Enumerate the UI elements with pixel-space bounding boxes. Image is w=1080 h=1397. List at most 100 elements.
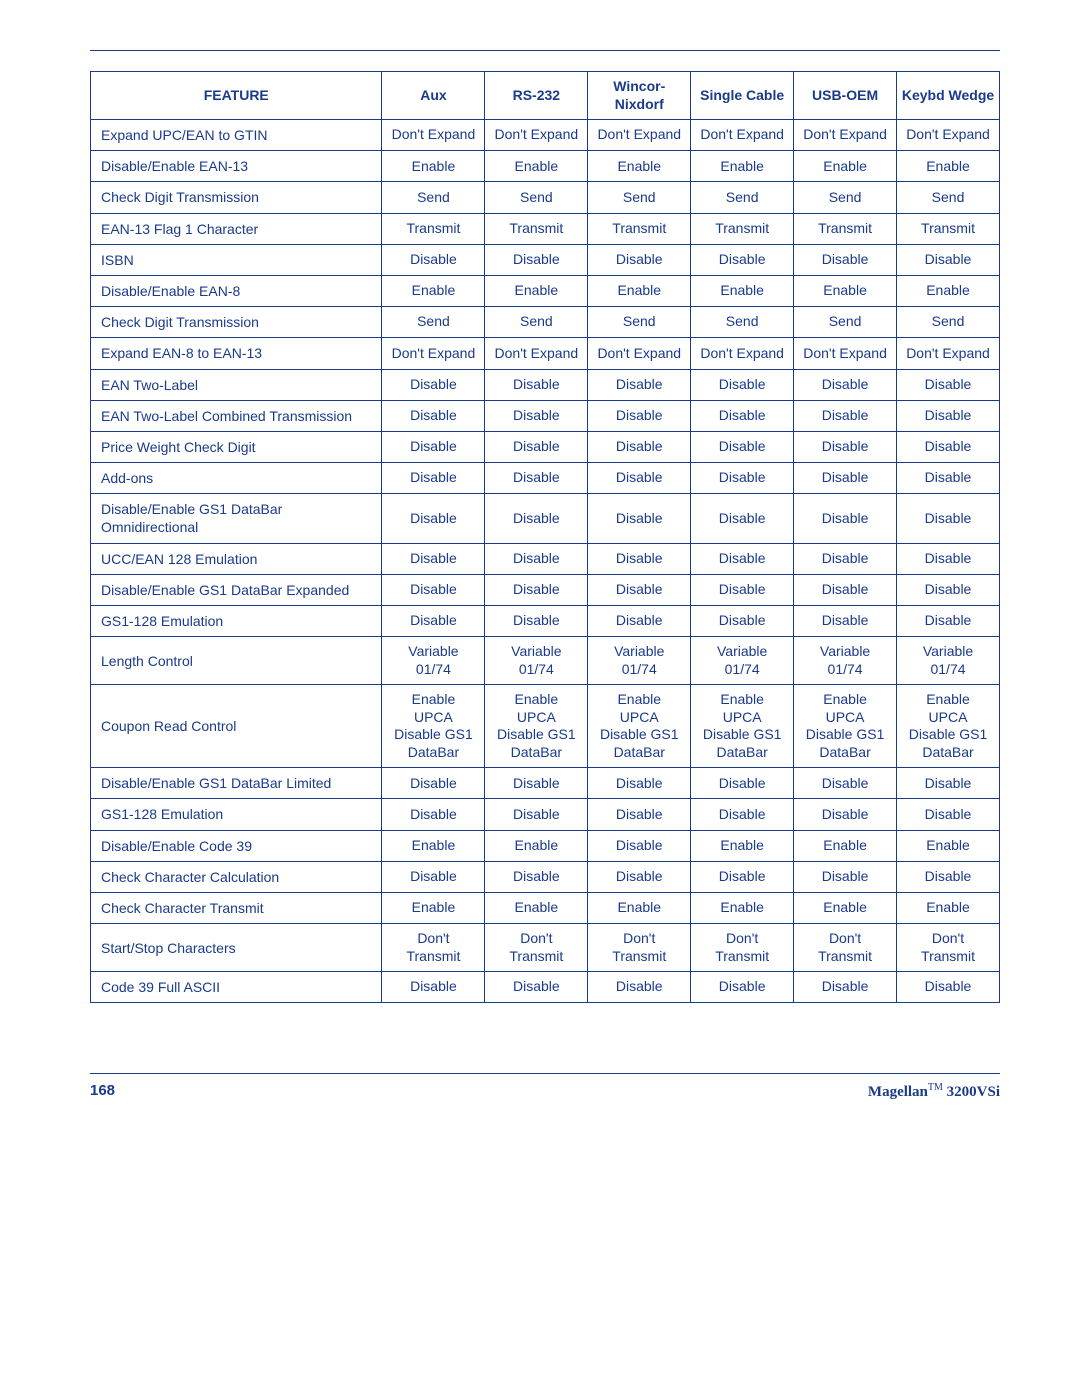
value-cell: Transmit [691, 213, 794, 244]
value-cell: Don't Expand [794, 338, 897, 369]
value-cell: Don't Transmit [794, 924, 897, 972]
value-cell: Disable [897, 431, 1000, 462]
feature-cell: Check Character Transmit [91, 892, 382, 923]
table-row: Disable/Enable EAN-8EnableEnableEnableEn… [91, 275, 1000, 306]
value-cell: Disable [485, 244, 588, 275]
value-cell: Disable [794, 400, 897, 431]
value-cell: Transmit [588, 213, 691, 244]
value-cell: Disable [588, 768, 691, 799]
value-cell: Disable [897, 244, 1000, 275]
table-row: Check Character CalculationDisableDisabl… [91, 861, 1000, 892]
feature-cell: Price Weight Check Digit [91, 431, 382, 462]
value-cell: Disable [897, 606, 1000, 637]
value-cell: Enable [691, 151, 794, 182]
value-cell: Don't Transmit [382, 924, 485, 972]
value-cell: Enable [691, 275, 794, 306]
value-cell: Send [691, 307, 794, 338]
feature-cell: Expand EAN-8 to EAN-13 [91, 338, 382, 369]
feature-cell: Code 39 Full ASCII [91, 972, 382, 1003]
table-row: Start/Stop CharactersDon't TransmitDon't… [91, 924, 1000, 972]
value-cell: Disable [485, 494, 588, 543]
table-row: EAN Two-Label Combined TransmissionDisab… [91, 400, 1000, 431]
value-cell: Disable [588, 830, 691, 861]
feature-cell: GS1-128 Emulation [91, 799, 382, 830]
value-cell: Disable [691, 369, 794, 400]
feature-cell: EAN Two-Label [91, 369, 382, 400]
value-cell: Send [897, 307, 1000, 338]
feature-cell: Length Control [91, 637, 382, 685]
value-cell: Enable [691, 892, 794, 923]
table-row: Length ControlVariable 01/74Variable 01/… [91, 637, 1000, 685]
value-cell: Don't Expand [897, 120, 1000, 151]
table-row: Disable/Enable GS1 DataBar ExpandedDisab… [91, 574, 1000, 605]
value-cell: Don't Transmit [691, 924, 794, 972]
value-cell: Transmit [794, 213, 897, 244]
value-cell: Enable [588, 275, 691, 306]
value-cell: Disable [588, 606, 691, 637]
table-row: Expand EAN-8 to EAN-13Don't ExpandDon't … [91, 338, 1000, 369]
value-cell: Send [794, 307, 897, 338]
value-cell: Enable [897, 892, 1000, 923]
table-row: Coupon Read Control Enable UPCA Disable G… [91, 685, 1000, 768]
value-cell: Enable [382, 892, 485, 923]
value-cell: Disable [588, 463, 691, 494]
value-cell: Enable [382, 830, 485, 861]
value-cell: Disable [382, 574, 485, 605]
value-cell: Disable [794, 431, 897, 462]
value-cell: Disable [794, 972, 897, 1003]
value-cell: Enable UPCA Disable GS1 DataBar [794, 685, 897, 768]
table-row: GS1-128 EmulationDisableDisableDisableDi… [91, 606, 1000, 637]
page-footer: 168 MagellanTM 3200VSi [90, 1073, 1000, 1101]
value-cell: Disable [485, 369, 588, 400]
feature-cell: EAN-13 Flag 1 Character [91, 213, 382, 244]
value-cell: Disable [897, 543, 1000, 574]
value-cell: Disable [588, 431, 691, 462]
value-cell: Disable [794, 369, 897, 400]
header-rs232: RS-232 [485, 72, 588, 120]
table-row: Code 39 Full ASCIIDisableDisableDisableD… [91, 972, 1000, 1003]
value-cell: Disable [382, 606, 485, 637]
value-cell: Send [588, 182, 691, 213]
value-cell: Disable [382, 431, 485, 462]
feature-cell: GS1-128 Emulation [91, 606, 382, 637]
value-cell: Disable [485, 799, 588, 830]
table-body: Expand UPC/EAN to GTIN Don't Expand Don't … [91, 120, 1000, 1003]
value-cell: Enable [485, 892, 588, 923]
feature-cell: Coupon Read Control [91, 685, 382, 768]
value-cell: Disable [485, 574, 588, 605]
feature-cell: Disable/Enable Code 39 [91, 830, 382, 861]
value-cell: Don't Expand [382, 338, 485, 369]
feature-cell: Expand UPC/EAN to GTIN [91, 120, 382, 151]
value-cell: Disable [897, 972, 1000, 1003]
feature-cell: Check Digit Transmission [91, 182, 382, 213]
value-cell: Disable [691, 574, 794, 605]
value-cell: Disable [897, 400, 1000, 431]
value-cell: Variable 01/74 [485, 637, 588, 685]
table-row: UCC/EAN 128 EmulationDisableDisableDisab… [91, 543, 1000, 574]
value-cell: Enable [382, 151, 485, 182]
table-row: EAN-13 Flag 1 CharacterTransmitTransmitT… [91, 213, 1000, 244]
feature-cell: Check Digit Transmission [91, 307, 382, 338]
value-cell: Disable [485, 543, 588, 574]
value-cell: Disable [794, 574, 897, 605]
value-cell: Disable [485, 463, 588, 494]
table-row: Check Digit TransmissionSendSendSendSend… [91, 307, 1000, 338]
value-cell: Disable [485, 768, 588, 799]
feature-cell: Disable/Enable EAN-8 [91, 275, 382, 306]
table-row: Disable/Enable Code 39EnableEnableDisabl… [91, 830, 1000, 861]
value-cell: Disable [794, 494, 897, 543]
table-row: Expand UPC/EAN to GTINDon't ExpandDon't … [91, 120, 1000, 151]
value-cell: Variable 01/74 [691, 637, 794, 685]
value-cell: Enable [794, 892, 897, 923]
value-cell: Disable [382, 972, 485, 1003]
value-cell: Enable [897, 151, 1000, 182]
value-cell: Disable [382, 799, 485, 830]
table-row: Price Weight Check DigitDisableDisableDi… [91, 431, 1000, 462]
value-cell: Disable [588, 244, 691, 275]
value-cell: Variable 01/74 [794, 637, 897, 685]
value-cell: Disable [382, 861, 485, 892]
document-page: FEATURE Aux RS-232 Wincor- Nixdorf Singl… [0, 0, 1080, 1141]
value-cell: Enable [897, 830, 1000, 861]
value-cell: Disable [691, 463, 794, 494]
value-cell: Disable [588, 861, 691, 892]
